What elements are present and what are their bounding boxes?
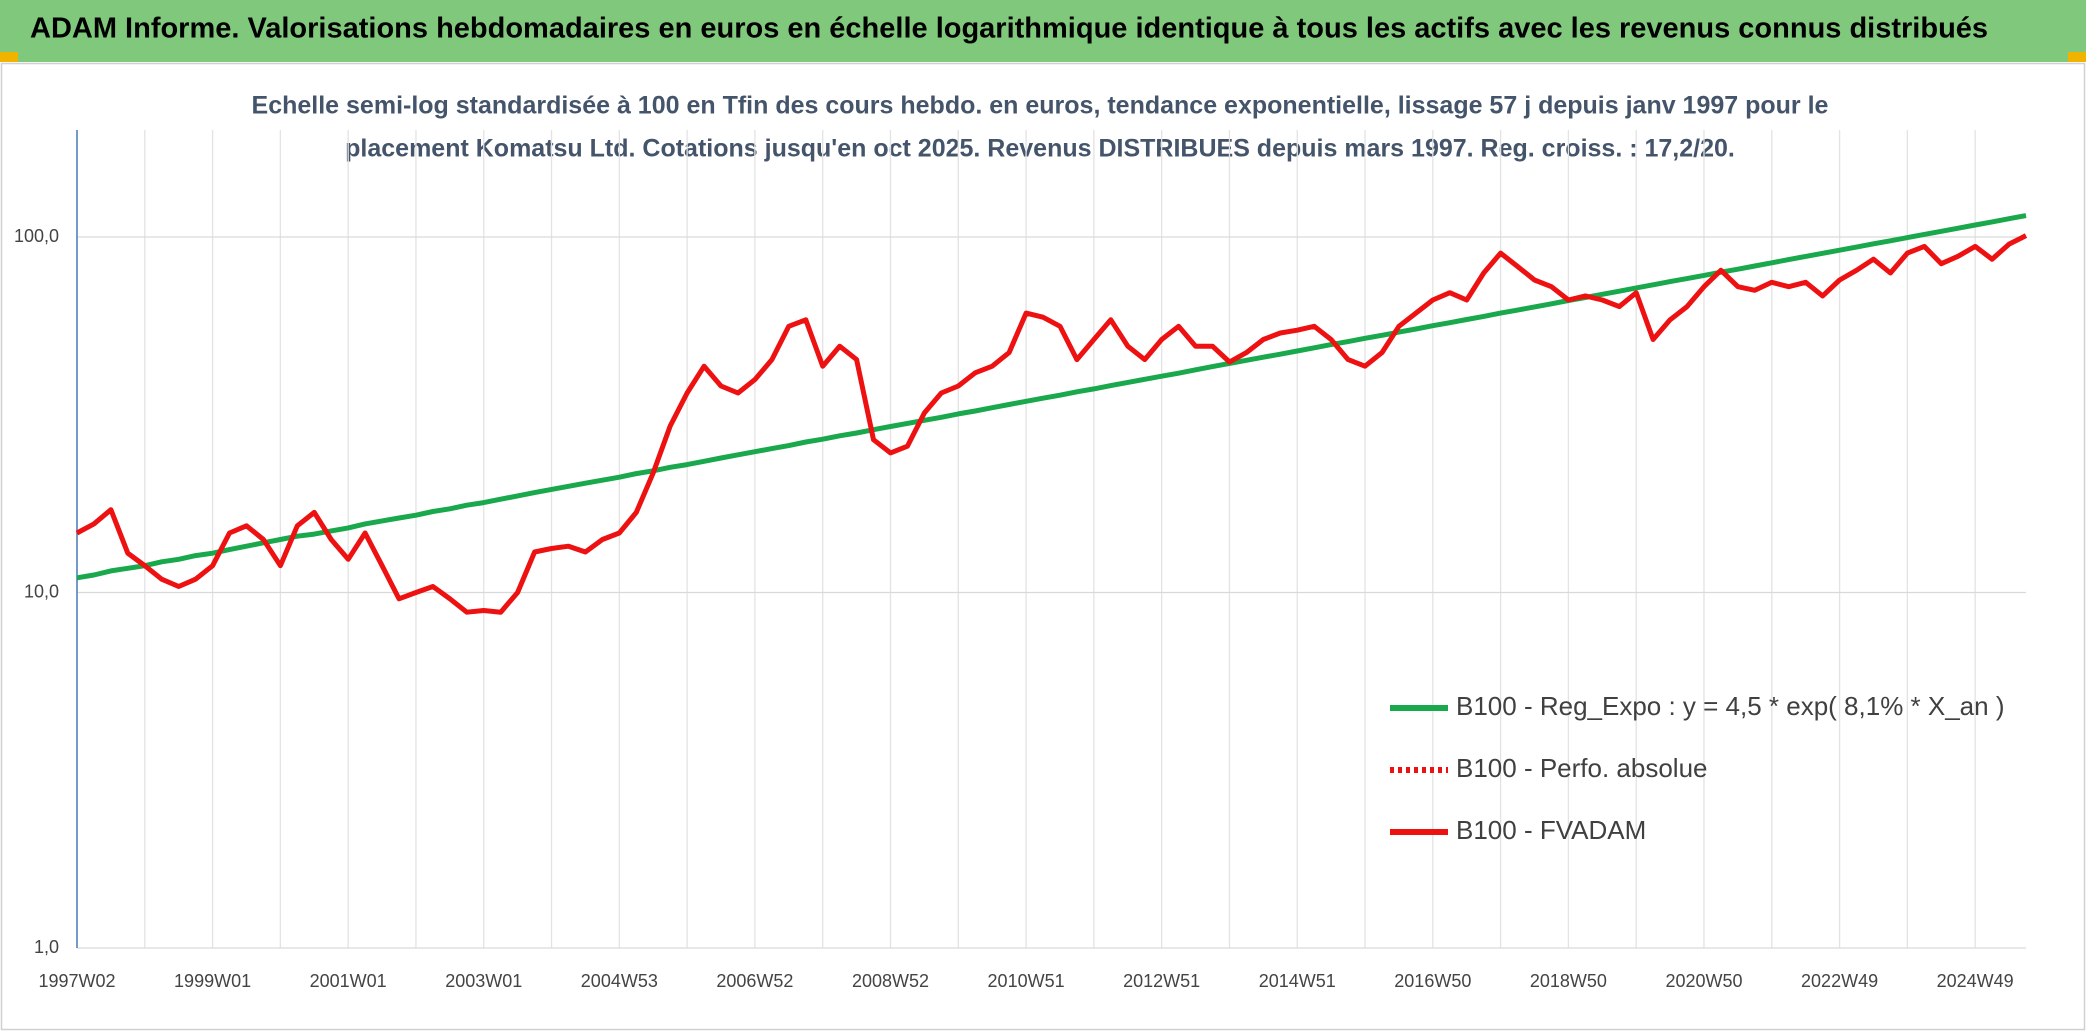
series-line (75, 233, 2028, 615)
legend-label: B100 - Perfo. absolue (1456, 753, 1708, 783)
chart-title: ADAM Informe. Valorisations hebdomadaire… (30, 13, 1988, 45)
corner-tab (2068, 52, 2086, 62)
x-tick-label: 2022W49 (1801, 971, 1878, 991)
corner-tab (0, 52, 18, 62)
y-tick-label: 100,0 (14, 226, 59, 246)
x-tick-label: 2018W50 (1530, 971, 1607, 991)
x-tick-label: 2016W50 (1394, 971, 1471, 991)
x-tick-label: 1999W01 (174, 971, 251, 991)
x-tick-label: 2006W52 (716, 971, 793, 991)
x-tick-label: 2004W53 (581, 971, 658, 991)
x-tick-label: 2012W51 (1123, 971, 1200, 991)
legend-label: B100 - FVADAM (1456, 815, 1646, 845)
legend-label: B100 - Reg_Expo : y = 4,5 * exp( 8,1% * … (1456, 691, 2005, 721)
x-tick-label: 1997W02 (38, 971, 115, 991)
x-tick-label: 2014W51 (1259, 971, 1336, 991)
chart-subtitle: Echelle semi-log standardisée à 100 en T… (252, 92, 1829, 120)
x-tick-label: 2003W01 (445, 971, 522, 991)
x-tick-label: 2001W01 (310, 971, 387, 991)
series-line (76, 213, 2027, 581)
y-tick-label: 10,0 (24, 581, 59, 601)
x-tick-label: 2020W50 (1665, 971, 1742, 991)
header-bar (0, 0, 2086, 62)
x-tick-label: 2008W52 (852, 971, 929, 991)
y-tick-label: 1,0 (34, 937, 59, 957)
x-tick-label: 2024W49 (1937, 971, 2014, 991)
chart-subtitle: placement Komatsu Ltd. Cotations jusqu'e… (345, 135, 1735, 163)
x-tick-label: 2010W51 (988, 971, 1065, 991)
